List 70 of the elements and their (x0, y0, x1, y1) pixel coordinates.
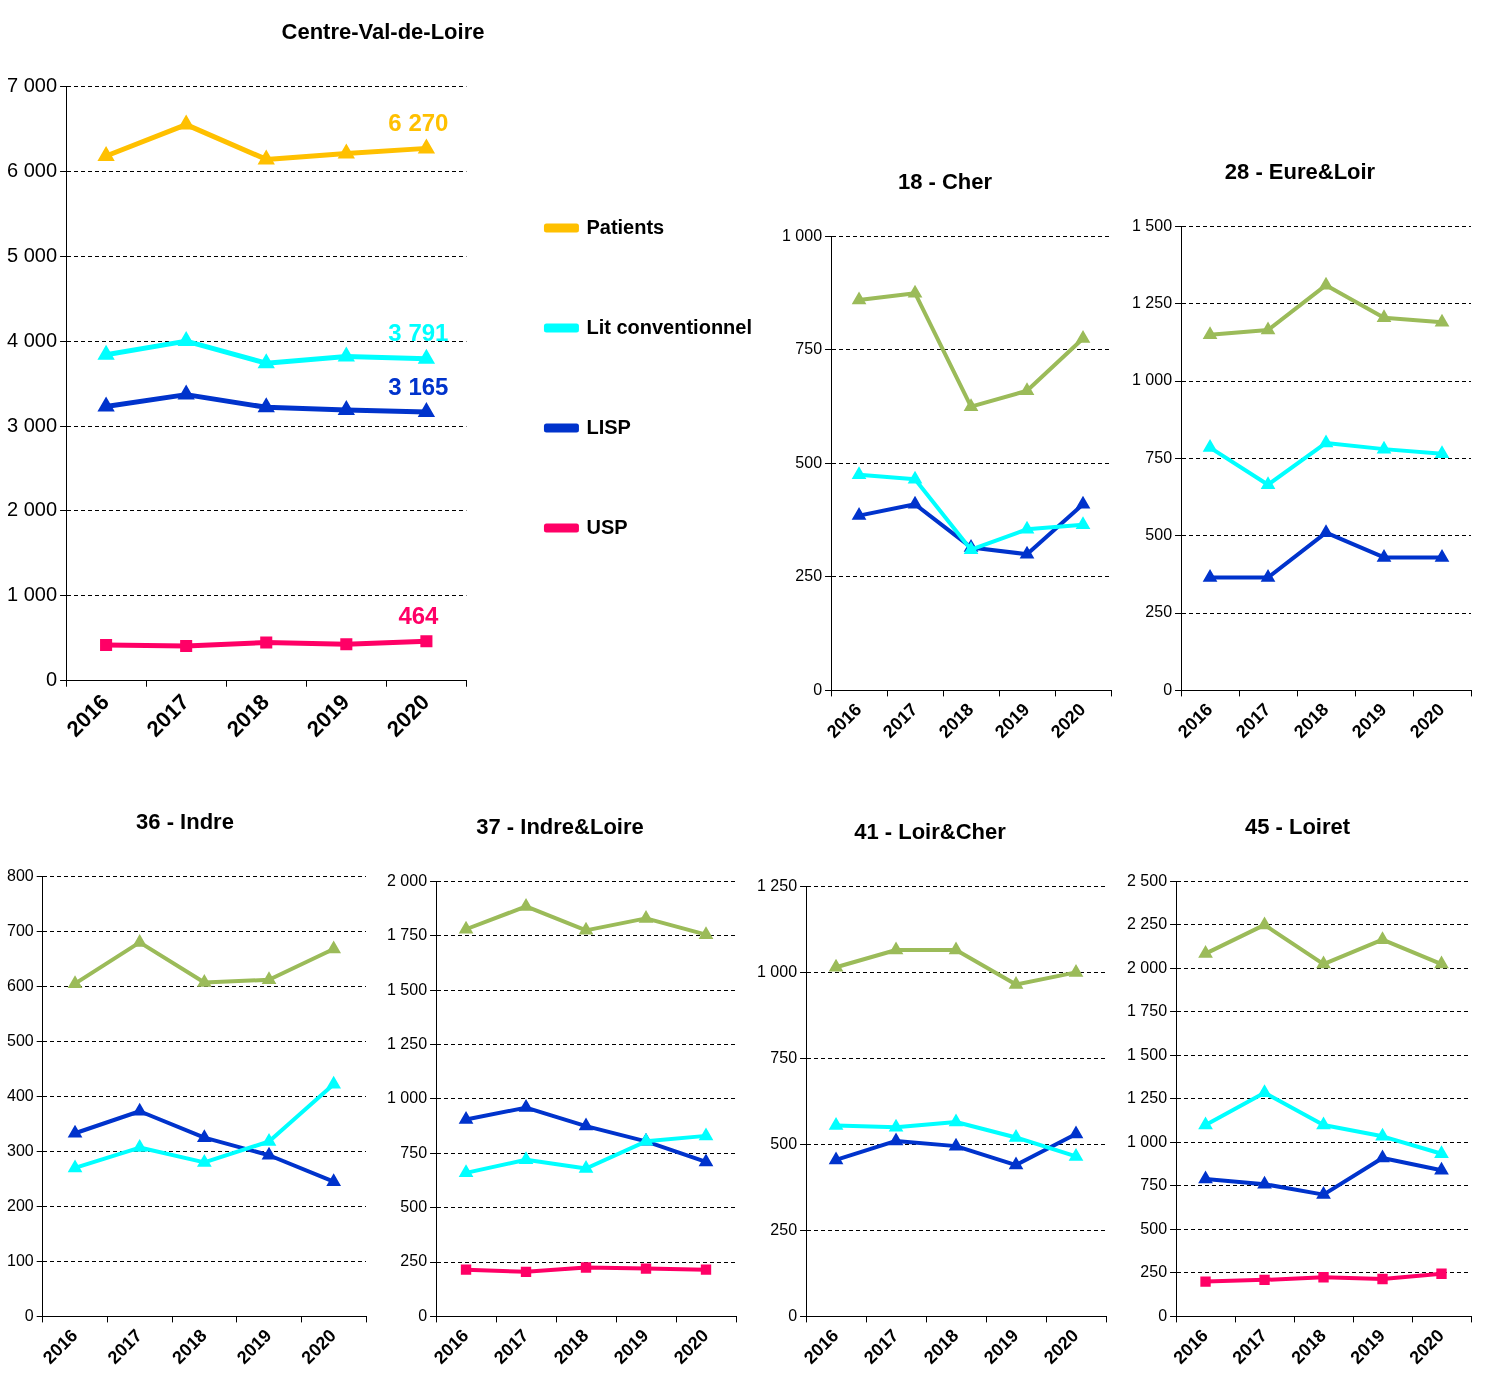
y-tick-label: 0 (418, 1306, 428, 1324)
y-tick-label: 1 500 (1131, 216, 1173, 234)
y-tick-label: 250 (1145, 603, 1173, 621)
chart-title: Centre-Val-de-Loire (281, 19, 485, 45)
y-tick-label: 1 000 (756, 962, 798, 980)
y-tick-label: 2 500 (1126, 871, 1168, 889)
y-tick-label: 1 000 (6, 583, 58, 606)
y-tick-label: 2 000 (6, 498, 58, 521)
legend-label: LISP (586, 415, 631, 438)
y-tick-label: 1 000 (1126, 1132, 1168, 1150)
y-tick-label: 250 (795, 567, 823, 585)
data-label: 3 165 (388, 372, 449, 400)
y-tick-label: 400 (6, 1086, 34, 1104)
y-tick-label: 750 (795, 340, 823, 358)
y-tick-label: 1 000 (386, 1089, 428, 1107)
y-tick-label: 2 000 (386, 871, 428, 889)
y-tick-label: 750 (1140, 1176, 1168, 1194)
y-tick-label: 1 500 (1126, 1045, 1168, 1063)
y-tick-label: 1 000 (1131, 371, 1173, 389)
data-label: 3 791 (388, 319, 449, 347)
legend-label: Lit conventionnel (586, 315, 753, 338)
y-tick-label: 1 500 (386, 980, 428, 998)
y-tick-label: 0 (1158, 1306, 1168, 1324)
y-tick-label: 500 (795, 453, 823, 471)
y-tick-label: 200 (6, 1196, 34, 1214)
y-tick-label: 2 250 (1126, 915, 1168, 933)
chart-title: 37 - Indre&Loire (476, 814, 644, 840)
chart-title: 36 - Indre (136, 809, 234, 835)
y-tick-label: 600 (6, 976, 34, 994)
legend-label: Patients (586, 215, 665, 238)
y-tick-label: 0 (1163, 680, 1173, 698)
y-tick-label: 1 750 (1126, 1002, 1168, 1020)
y-tick-label: 1 250 (756, 876, 798, 894)
y-tick-label: 1 000 (781, 226, 823, 244)
y-tick-label: 500 (1145, 526, 1173, 544)
y-tick-label: 500 (6, 1031, 34, 1049)
y-tick-label: 6 000 (6, 158, 58, 181)
y-tick-label: 0 (45, 668, 58, 691)
y-tick-label: 300 (6, 1141, 34, 1159)
y-tick-label: 5 000 (6, 243, 58, 266)
y-tick-label: 4 000 (6, 328, 58, 351)
chart-title: 28 - Eure&Loir (1224, 159, 1376, 185)
data-label: 6 270 (388, 109, 449, 136)
y-tick-label: 750 (1145, 448, 1173, 466)
y-tick-label: 2 000 (1126, 958, 1168, 976)
legend-label: USP (586, 515, 628, 538)
y-tick-label: 1 250 (1126, 1089, 1168, 1107)
y-tick-label: 500 (770, 1134, 798, 1152)
y-tick-label: 1 250 (386, 1034, 428, 1052)
chart-title: 45 - Loiret (1244, 814, 1351, 840)
y-tick-label: 1 250 (1131, 294, 1173, 312)
y-tick-label: 0 (813, 680, 823, 698)
y-tick-label: 250 (400, 1252, 428, 1270)
data-label: 464 (398, 601, 440, 629)
y-tick-label: 750 (770, 1048, 798, 1066)
y-tick-label: 0 (788, 1306, 798, 1324)
y-tick-label: 100 (6, 1251, 34, 1269)
y-tick-label: 250 (770, 1220, 798, 1238)
y-tick-label: 250 (1140, 1263, 1168, 1281)
chart-title: 18 - Cher (897, 169, 993, 195)
y-tick-label: 700 (6, 921, 34, 939)
y-tick-label: 3 000 (6, 413, 58, 436)
y-tick-label: 800 (6, 866, 34, 884)
y-tick-label: 500 (1140, 1219, 1168, 1237)
y-tick-label: 0 (24, 1306, 34, 1324)
chart-title: 41 - Loir&Cher (854, 819, 1007, 845)
y-tick-label: 1 750 (386, 926, 428, 944)
y-tick-label: 7 000 (6, 73, 58, 96)
y-tick-label: 750 (400, 1143, 428, 1161)
y-tick-label: 500 (400, 1198, 428, 1216)
